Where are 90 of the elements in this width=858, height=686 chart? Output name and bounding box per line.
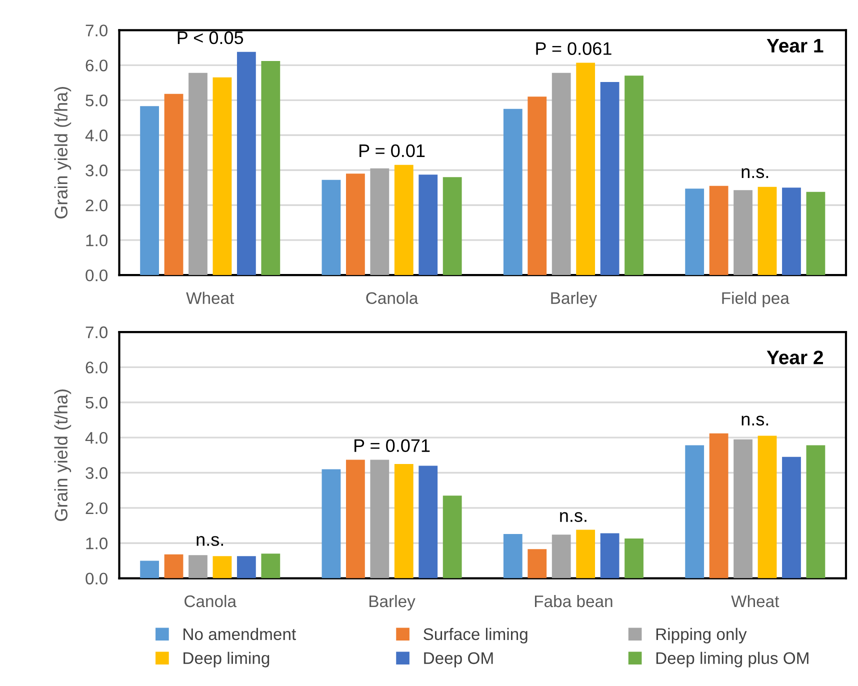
y-tick-label: 1.0 bbox=[86, 234, 108, 246]
bar bbox=[734, 439, 752, 578]
bar bbox=[503, 108, 522, 276]
annotation: P < 0.05 bbox=[178, 31, 244, 44]
y-tick-label: 6.0 bbox=[86, 362, 108, 374]
bar bbox=[188, 555, 208, 578]
bar bbox=[394, 164, 414, 276]
bar bbox=[806, 192, 826, 276]
y-tick-label: 2.0 bbox=[86, 502, 108, 514]
bar bbox=[576, 530, 596, 578]
y-tick-label: 1.0 bbox=[86, 538, 108, 550]
y-tick-label: 5.0 bbox=[86, 94, 108, 106]
annotation: n.s. bbox=[196, 536, 224, 546]
legend-label: Deep liming plus OM bbox=[656, 652, 808, 668]
bar bbox=[576, 62, 596, 276]
y-tick-label: 6.0 bbox=[86, 60, 108, 72]
x-tick-label: Barley bbox=[370, 594, 416, 610]
bar bbox=[212, 556, 232, 578]
bar bbox=[552, 534, 571, 578]
bar bbox=[806, 445, 826, 578]
bar bbox=[370, 168, 390, 276]
bar bbox=[528, 549, 547, 578]
bar bbox=[442, 496, 462, 578]
y-tick-label: 7.0 bbox=[86, 24, 108, 36]
y-tick-label: 4.0 bbox=[85, 432, 108, 444]
legend-label: Deep OM bbox=[424, 652, 493, 668]
y-tick-label: 0.0 bbox=[86, 572, 108, 584]
annotation: P = 0.01 bbox=[360, 144, 425, 158]
bar bbox=[322, 469, 341, 578]
bar bbox=[188, 72, 208, 276]
bar bbox=[236, 52, 256, 276]
x-tick-label: Barley bbox=[551, 292, 598, 308]
x-tick-label: Wheat bbox=[731, 594, 780, 608]
bar bbox=[212, 77, 232, 276]
bar bbox=[370, 460, 390, 578]
bar bbox=[734, 190, 752, 276]
y-axis-title: Grain yield (t/ha) bbox=[54, 390, 72, 521]
bar bbox=[164, 554, 184, 578]
bar bbox=[758, 436, 777, 578]
x-tick-label: Wheat bbox=[186, 292, 234, 304]
bar bbox=[140, 106, 159, 276]
bar bbox=[418, 466, 438, 578]
bar bbox=[552, 72, 571, 276]
y-tick-label: 0.0 bbox=[86, 269, 108, 282]
x-tick-label: Field pea bbox=[722, 292, 790, 308]
bar bbox=[782, 188, 801, 276]
bar bbox=[418, 174, 438, 276]
bar bbox=[709, 186, 728, 276]
legend-label: Surface liming bbox=[424, 628, 528, 644]
y-tick-label: 3.0 bbox=[86, 164, 108, 176]
annotation: Year 2 bbox=[766, 350, 823, 364]
legend-label: Deep liming bbox=[184, 652, 270, 668]
bar bbox=[261, 554, 280, 578]
bar bbox=[164, 94, 184, 276]
bar bbox=[782, 456, 801, 578]
bar bbox=[322, 180, 341, 276]
y-axis-title: Grain yield (t/ha) bbox=[54, 87, 72, 218]
bar bbox=[624, 76, 644, 276]
x-tick-label: Canola bbox=[184, 594, 237, 608]
bar bbox=[236, 556, 256, 578]
y-tick-label: 4.0 bbox=[85, 130, 108, 142]
legend-label: No amendment bbox=[184, 628, 296, 640]
bar bbox=[442, 177, 462, 276]
bar bbox=[709, 433, 728, 578]
bar bbox=[528, 96, 547, 276]
bar bbox=[758, 186, 777, 276]
y-tick-label: 5.0 bbox=[86, 396, 108, 409]
annotation: P = 0.071 bbox=[354, 439, 430, 452]
annotation: P = 0.061 bbox=[536, 42, 612, 55]
bar bbox=[346, 460, 365, 578]
legend-label: Ripping only bbox=[656, 628, 747, 644]
y-tick-label: 2.0 bbox=[86, 200, 108, 212]
annotation: Year 1 bbox=[766, 38, 824, 53]
bar bbox=[685, 445, 704, 578]
y-tick-label: 7.0 bbox=[86, 326, 108, 338]
x-tick-label: Faba bean bbox=[534, 594, 612, 608]
bar bbox=[503, 534, 522, 578]
bar bbox=[261, 60, 280, 276]
bar bbox=[394, 464, 414, 578]
x-tick-label: Canola bbox=[366, 292, 418, 304]
y-tick-label: 3.0 bbox=[86, 467, 108, 479]
annotation: n.s. bbox=[742, 168, 768, 178]
annotation: n.s. bbox=[742, 416, 768, 426]
bar bbox=[346, 174, 365, 276]
bar bbox=[624, 538, 644, 578]
bar bbox=[600, 82, 620, 276]
bar bbox=[140, 560, 159, 578]
annotation: n.s. bbox=[560, 512, 586, 522]
bar bbox=[600, 533, 620, 578]
bar bbox=[685, 188, 704, 276]
